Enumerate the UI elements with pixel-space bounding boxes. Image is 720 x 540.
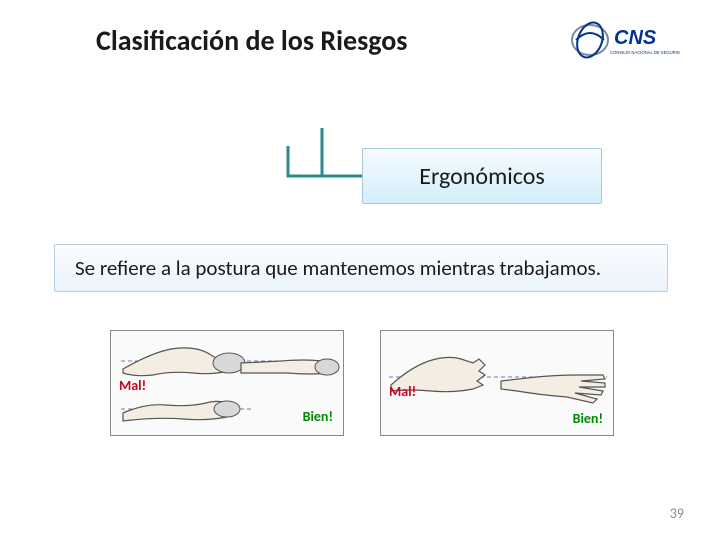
page-number: 39 (670, 505, 684, 522)
slide-title: Clasificación de los Riesgos (96, 23, 407, 58)
good-label: Bien! (303, 408, 333, 425)
bad-label: Mal! (119, 377, 146, 394)
cns-logo: CNS CONSEJO NACIONAL DE SEGURIDAD (570, 18, 680, 62)
illustration-mouse-posture: Mal! Bien! (110, 330, 344, 436)
category-label: Ergonómicos (419, 162, 544, 191)
good-label: Bien! (573, 410, 603, 427)
svg-text:CNS: CNS (614, 27, 657, 49)
illustrations-row: Mal! Bien! Mal! Bien! (110, 330, 614, 436)
cns-logo-svg: CNS CONSEJO NACIONAL DE SEGURIDAD (570, 18, 680, 62)
svg-text:CONSEJO NACIONAL DE SEGURIDAD: CONSEJO NACIONAL DE SEGURIDAD (610, 50, 680, 55)
description-text: Se refiere a la postura que mantenemos m… (75, 255, 601, 281)
description-box: Se refiere a la postura que mantenemos m… (54, 244, 668, 292)
connector-line (282, 128, 372, 208)
illustration-keyboard-posture: Mal! Bien! (380, 330, 614, 436)
category-box: Ergonómicos (362, 148, 602, 204)
slide-header: Clasificación de los Riesgos CNS CONSEJO… (96, 18, 680, 62)
bad-label: Mal! (389, 383, 416, 400)
